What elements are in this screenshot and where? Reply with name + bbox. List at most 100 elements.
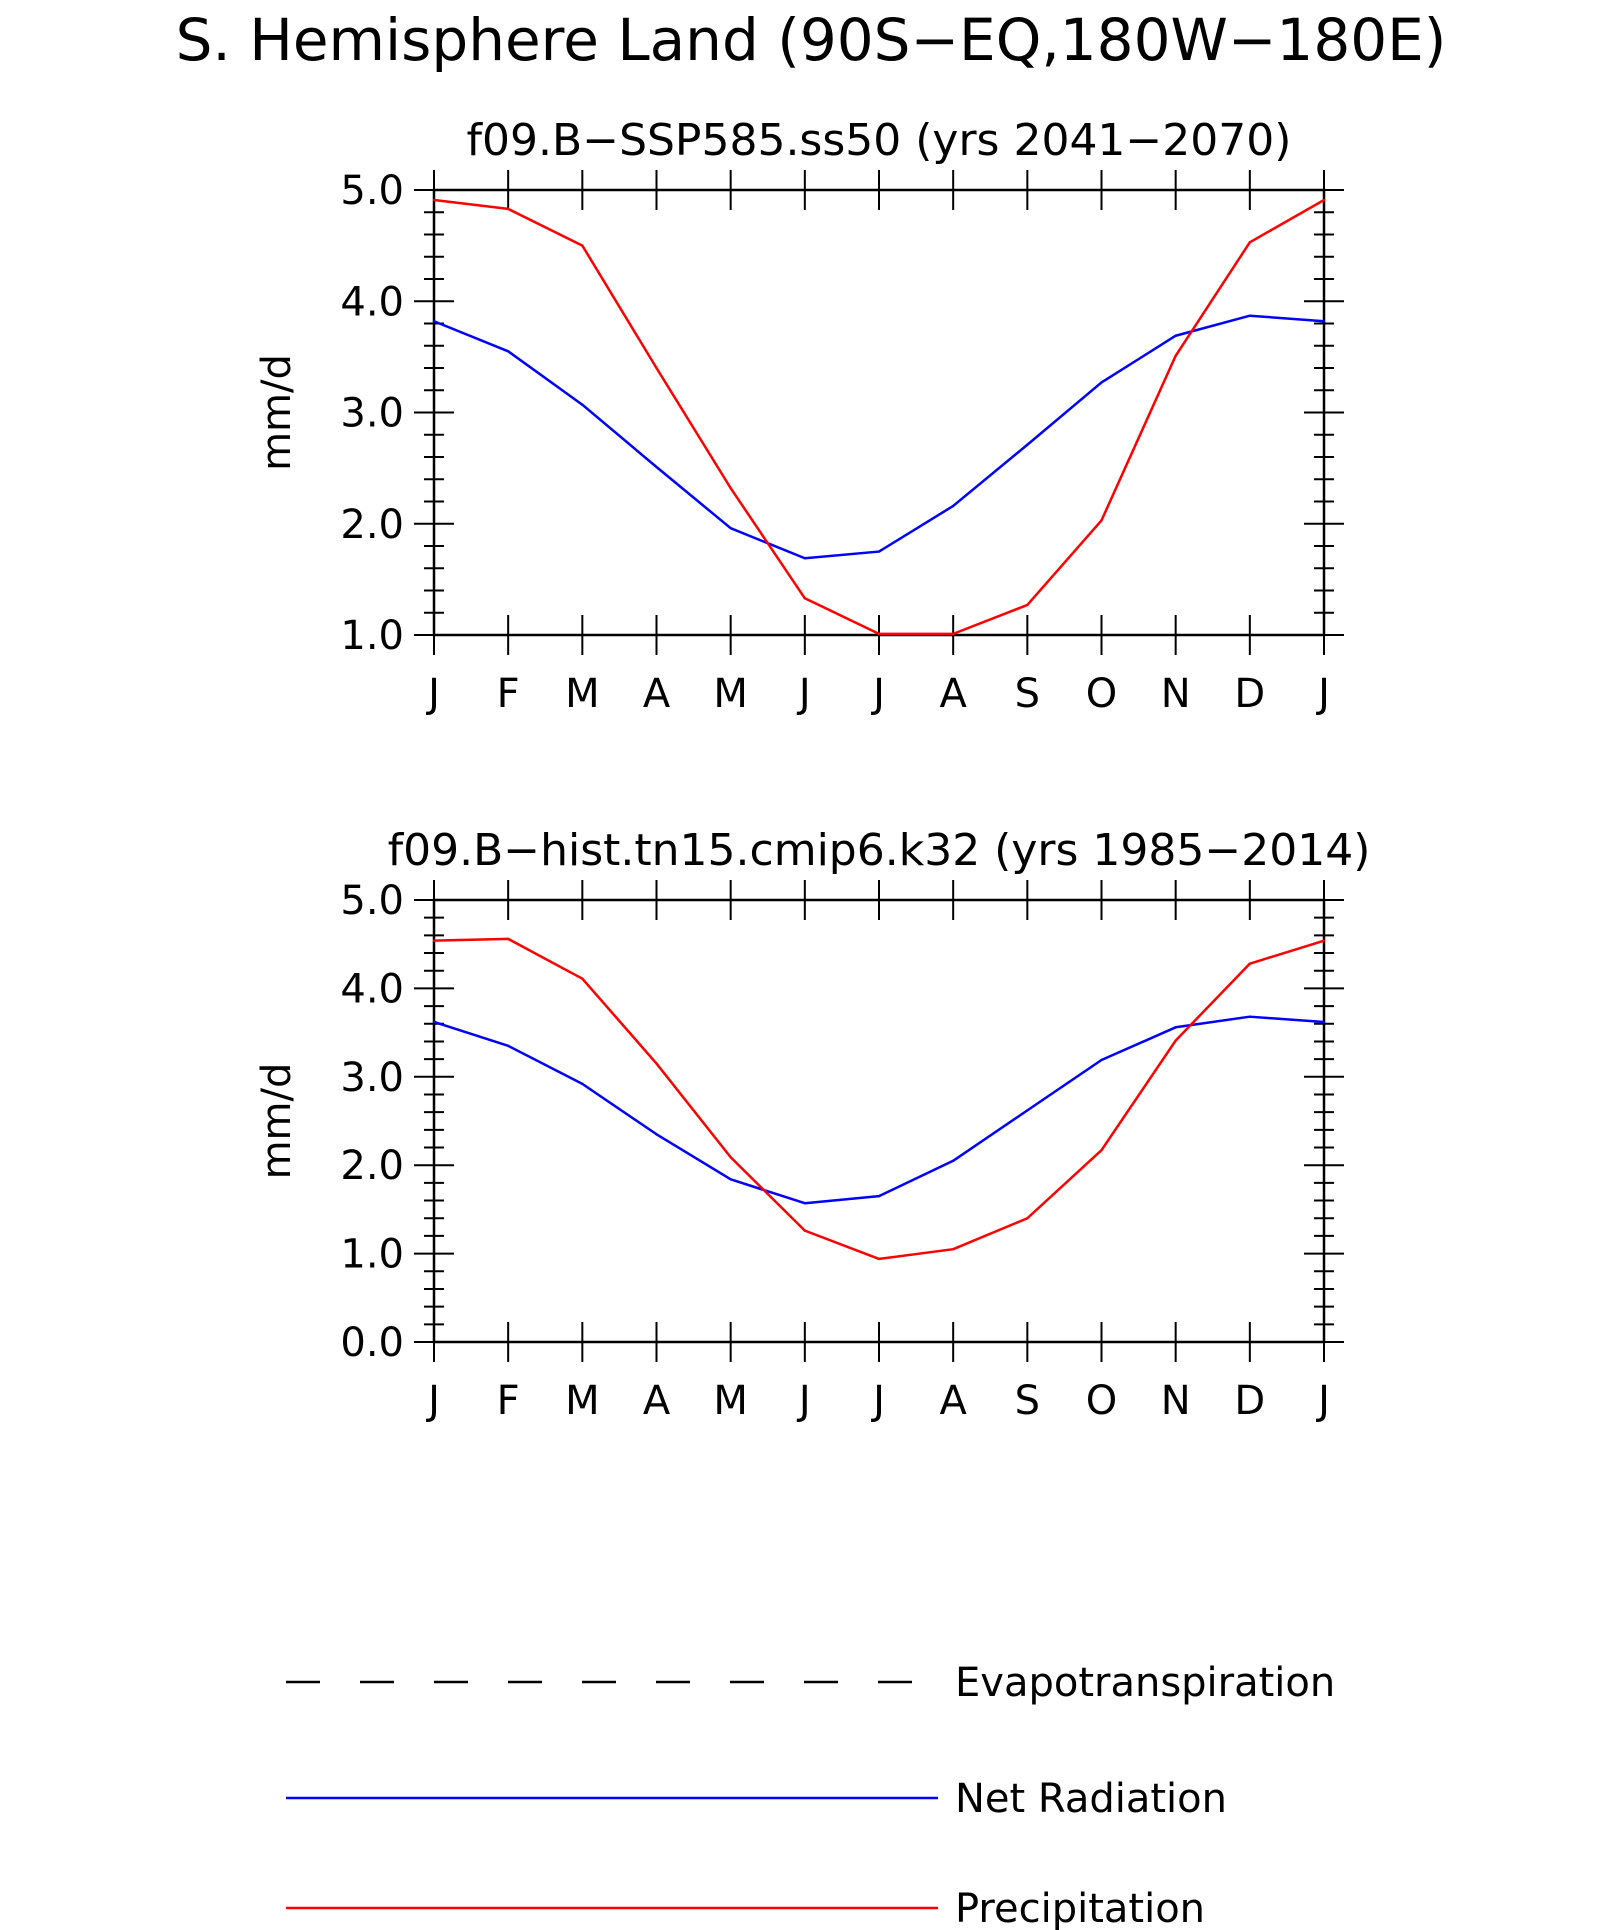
data-point xyxy=(432,320,436,323)
x-tick-label: J xyxy=(796,1378,811,1424)
figure-title: S. Hemisphere Land (90S−EQ,180W−180E) xyxy=(176,6,1447,74)
series-line-precipitation xyxy=(433,198,1325,636)
data-point xyxy=(803,1229,807,1232)
x-tick-label: F xyxy=(497,1378,520,1424)
data-point xyxy=(1248,241,1252,244)
data-point xyxy=(1026,1217,1029,1220)
x-tick-label: M xyxy=(565,1378,600,1424)
data-point xyxy=(581,244,584,247)
y-tick-label: 4.0 xyxy=(340,966,404,1012)
data-point xyxy=(506,937,510,941)
plot-frame xyxy=(432,898,1326,1344)
x-tick-label: O xyxy=(1086,1378,1117,1424)
y-tick-label: 3.0 xyxy=(340,1055,404,1101)
data-point xyxy=(1100,1058,1103,1062)
data-point xyxy=(1174,354,1177,357)
x-tick-label: O xyxy=(1086,671,1117,717)
y-tick-label: 2.0 xyxy=(340,502,404,548)
series-line-net-radiation xyxy=(433,314,1325,560)
y-axis-label: mm/d xyxy=(254,354,300,471)
x-tick-label: A xyxy=(643,1378,671,1424)
data-point xyxy=(877,632,881,636)
chart-panel-bottom: f09.B−hist.tn15.cmip6.k32 (yrs 1985−2014… xyxy=(254,825,1370,1424)
data-point xyxy=(1322,939,1326,942)
chart-title: f09.B−hist.tn15.cmip6.k32 (yrs 1985−2014… xyxy=(388,825,1371,876)
data-point xyxy=(1322,198,1326,202)
data-point xyxy=(1026,1109,1029,1112)
data-point xyxy=(1248,1015,1252,1018)
data-point xyxy=(877,550,881,553)
y-tick-label: 2.0 xyxy=(340,1143,404,1189)
data-point xyxy=(506,350,510,353)
y-tick-label: 5.0 xyxy=(340,878,404,924)
data-point xyxy=(655,1062,658,1065)
legend-label: Precipitation xyxy=(955,1886,1205,1930)
data-point xyxy=(803,597,807,600)
data-point xyxy=(877,1194,881,1198)
legend: Evapotranspiration Net Radiation Precipita… xyxy=(286,1660,1335,1930)
data-point xyxy=(951,1159,955,1162)
series-line-precipitation xyxy=(433,937,1325,1261)
series-line-net-radiation xyxy=(433,1015,1325,1205)
y-tick-label: 0.0 xyxy=(340,1320,404,1366)
data-point xyxy=(655,366,658,370)
x-tick-label: J xyxy=(870,671,885,717)
plot-frame xyxy=(432,188,1326,637)
x-tick-label: A xyxy=(939,1378,967,1424)
y-tick-label: 1.0 xyxy=(340,1232,404,1278)
legend-label: Evapotranspiration xyxy=(955,1660,1335,1706)
data-point xyxy=(506,207,510,211)
data-point xyxy=(1248,962,1252,965)
x-tick-label: J xyxy=(425,1378,440,1424)
y-tick-label: 3.0 xyxy=(340,391,404,437)
data-point xyxy=(1100,519,1103,522)
data-point xyxy=(1100,381,1103,384)
data-point xyxy=(581,403,584,406)
data-point xyxy=(729,486,732,490)
x-tick-label: D xyxy=(1234,671,1265,717)
data-point xyxy=(655,465,658,469)
data-point xyxy=(1174,1026,1177,1029)
data-point xyxy=(581,977,584,980)
x-tick-label: J xyxy=(796,671,811,717)
x-tick-label: J xyxy=(1315,671,1330,717)
data-point xyxy=(432,1020,436,1024)
data-point xyxy=(655,1133,658,1136)
y-tick-label: 5.0 xyxy=(340,168,404,214)
data-point xyxy=(1026,443,1029,446)
data-point xyxy=(1026,603,1029,607)
data-point xyxy=(1322,320,1326,323)
data-point xyxy=(1100,1148,1103,1152)
x-tick-label: S xyxy=(1015,671,1040,717)
data-point xyxy=(581,1082,584,1086)
data-point xyxy=(729,1178,732,1181)
x-tick-label: M xyxy=(713,1378,748,1424)
data-point xyxy=(432,198,436,202)
x-tick-label: A xyxy=(939,671,967,717)
data-point xyxy=(803,1202,807,1205)
data-point xyxy=(951,632,955,636)
chart-title: f09.B−SSP585.ss50 (yrs 2041−2070) xyxy=(467,115,1292,166)
data-point xyxy=(1174,334,1177,337)
x-tick-label: N xyxy=(1161,671,1191,717)
data-point xyxy=(803,557,807,560)
y-tick-label: 1.0 xyxy=(340,613,404,659)
x-tick-label: J xyxy=(425,671,440,717)
data-point xyxy=(877,1257,881,1261)
x-tick-label: N xyxy=(1161,1378,1191,1424)
data-point xyxy=(1322,1020,1326,1024)
data-point xyxy=(729,527,732,530)
x-tick-label: J xyxy=(1315,1378,1330,1424)
data-point xyxy=(1174,1039,1177,1042)
x-tick-label: J xyxy=(870,1378,885,1424)
data-point xyxy=(951,504,955,508)
data-point xyxy=(432,939,436,942)
y-axis-label: mm/d xyxy=(254,1063,300,1180)
x-tick-label: M xyxy=(565,671,600,717)
legend-label: Net Radiation xyxy=(955,1776,1227,1822)
x-tick-label: S xyxy=(1015,1378,1040,1424)
data-point xyxy=(506,1044,510,1048)
x-tick-label: M xyxy=(713,671,748,717)
data-point xyxy=(1248,314,1252,317)
